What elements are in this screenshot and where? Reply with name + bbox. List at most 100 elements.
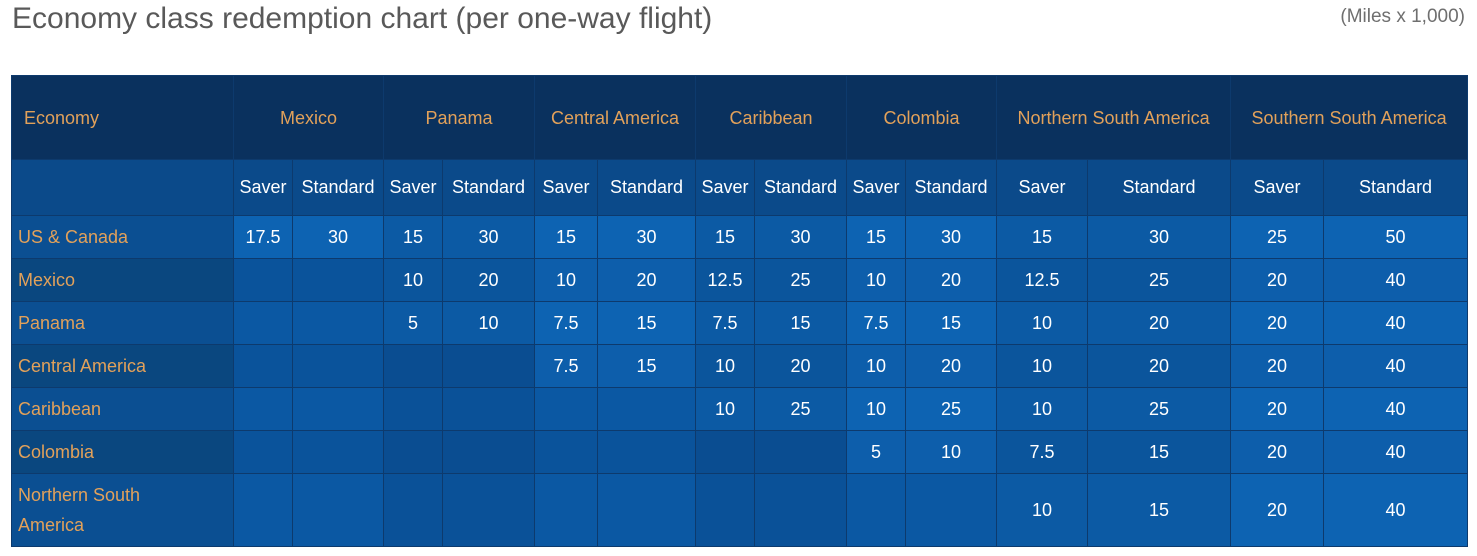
- empty-cell: [695, 430, 756, 474]
- miles-cell: 20: [1230, 473, 1325, 547]
- empty-cell: [905, 473, 998, 547]
- saver-header-southern-south-america: Saver: [1230, 159, 1325, 216]
- empty-cell: [442, 473, 536, 547]
- empty-cell: [597, 387, 697, 431]
- standard-header-caribbean: Standard: [754, 159, 848, 216]
- miles-cell: 30: [291, 215, 385, 259]
- miles-cell: 30: [905, 215, 998, 259]
- miles-cell: 25: [1087, 258, 1232, 302]
- empty-cell: [291, 301, 385, 345]
- empty-cell: [597, 473, 697, 547]
- table-row: Northern South America 10 15 20 40: [11, 473, 1469, 547]
- miles-cell: 15: [597, 344, 697, 388]
- miles-cell: 15: [996, 215, 1089, 259]
- miles-cell: 10: [383, 258, 444, 302]
- miles-cell: 20: [597, 258, 697, 302]
- standard-header-colombia: Standard: [905, 159, 998, 216]
- destination-header-central-america: Central America: [534, 75, 697, 160]
- miles-cell: 12.5: [695, 258, 756, 302]
- empty-cell: [846, 473, 907, 547]
- miles-cell: 30: [442, 215, 536, 259]
- miles-cell: 40: [1323, 473, 1469, 547]
- miles-cell: 15: [597, 301, 697, 345]
- miles-cell: 40: [1323, 258, 1469, 302]
- miles-cell: 7.5: [996, 430, 1089, 474]
- miles-cell: 40: [1323, 301, 1469, 345]
- miles-cell: 15: [754, 301, 848, 345]
- miles-cell: 20: [1230, 301, 1325, 345]
- table-row: Colombia 5 10 7.5 15 20 40: [11, 430, 1469, 474]
- fare-type-blank: [11, 159, 234, 216]
- saver-header-central-america: Saver: [534, 159, 599, 216]
- saver-header-mexico: Saver: [233, 159, 293, 216]
- standard-header-mexico: Standard: [291, 159, 385, 216]
- destination-header-colombia: Colombia: [846, 75, 998, 160]
- empty-cell: [233, 473, 293, 547]
- miles-cell: 20: [1230, 258, 1325, 302]
- empty-cell: [291, 473, 385, 547]
- miles-cell: 10: [534, 258, 599, 302]
- empty-cell: [534, 473, 599, 547]
- empty-cell: [233, 258, 293, 302]
- origin-label-northern-south-america: Northern South America: [11, 473, 234, 547]
- destination-header-panama: Panama: [383, 75, 536, 160]
- miles-cell: 7.5: [846, 301, 907, 345]
- miles-cell: 5: [383, 301, 444, 345]
- miles-cell: 25: [754, 387, 848, 431]
- saver-header-caribbean: Saver: [695, 159, 756, 216]
- miles-cell: 5: [846, 430, 907, 474]
- saver-header-colombia: Saver: [846, 159, 907, 216]
- miles-cell: 50: [1323, 215, 1469, 259]
- empty-cell: [534, 387, 599, 431]
- empty-cell: [233, 430, 293, 474]
- miles-cell: 17.5: [233, 215, 293, 259]
- miles-cell: 10: [846, 387, 907, 431]
- destination-header-mexico: Mexico: [232, 75, 385, 160]
- miles-cell: 10: [996, 344, 1089, 388]
- empty-cell: [695, 473, 756, 547]
- miles-cell: 20: [905, 258, 998, 302]
- standard-header-southern-south-america: Standard: [1323, 159, 1469, 216]
- origin-label-us-and-canada: US & Canada: [11, 215, 234, 259]
- redemption-table: Economy Mexico Panama Central America Caribb…: [11, 75, 1469, 547]
- miles-cell: 15: [905, 301, 998, 345]
- empty-cell: [291, 387, 385, 431]
- table-row: Central America 7.5 15 10 20 10 20 10 20 20 40: [11, 344, 1469, 388]
- standard-header-northern-south-america: Standard: [1087, 159, 1232, 216]
- empty-cell: [233, 387, 293, 431]
- empty-cell: [291, 430, 385, 474]
- miles-cell: 7.5: [534, 344, 599, 388]
- miles-cell: 15: [695, 215, 756, 259]
- miles-cell: 10: [905, 430, 998, 474]
- table-row: Mexico 10 20 10 20 12.5 25 10 20 12.5 25 20 40: [11, 258, 1469, 302]
- table-row: Panama 5 10 7.5 15 7.5 15 7.5 15 10 20 20 40: [11, 301, 1469, 345]
- corner-label: Economy: [11, 75, 234, 160]
- miles-cell: 20: [1230, 344, 1325, 388]
- saver-header-northern-south-america: Saver: [996, 159, 1089, 216]
- miles-cell: 20: [1087, 301, 1232, 345]
- destination-header-southern-south-america: Southern South America: [1230, 75, 1469, 160]
- miles-cell: 25: [1087, 387, 1232, 431]
- origin-label-caribbean: Caribbean: [11, 387, 234, 431]
- miles-cell: 10: [695, 387, 756, 431]
- miles-cell: 25: [905, 387, 998, 431]
- miles-cell: 10: [442, 301, 536, 345]
- saver-header-panama: Saver: [383, 159, 444, 216]
- miles-cell: 7.5: [534, 301, 599, 345]
- origin-label-mexico: Mexico: [11, 258, 234, 302]
- miles-cell: 7.5: [695, 301, 756, 345]
- empty-cell: [383, 387, 444, 431]
- miles-cell: 20: [754, 344, 848, 388]
- miles-cell: 30: [597, 215, 697, 259]
- miles-cell: 15: [1087, 473, 1232, 547]
- miles-cell: 40: [1323, 430, 1469, 474]
- empty-cell: [754, 473, 848, 547]
- miles-cell: 12.5: [996, 258, 1089, 302]
- origin-label-colombia: Colombia: [11, 430, 234, 474]
- empty-cell: [383, 344, 444, 388]
- miles-cell: 20: [905, 344, 998, 388]
- destination-header-caribbean: Caribbean: [695, 75, 848, 160]
- miles-cell: 10: [996, 473, 1089, 547]
- empty-cell: [291, 344, 385, 388]
- miles-cell: 15: [534, 215, 599, 259]
